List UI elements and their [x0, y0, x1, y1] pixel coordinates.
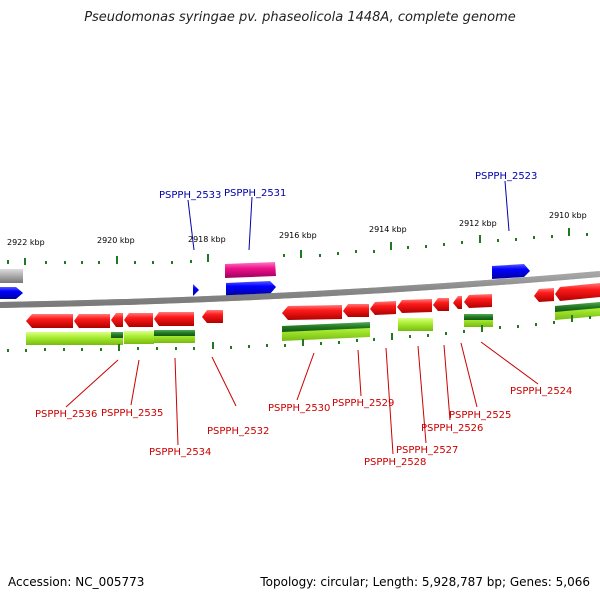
gene-label: PSPPH_2534: [149, 447, 211, 458]
gene-label: PSPPH_2526: [421, 423, 483, 434]
kbp-label: 2914 kbp: [369, 225, 407, 234]
gene-arrow-reverse: [397, 299, 432, 313]
misc-feature: [282, 322, 370, 332]
accession-text: Accession: NC_005773: [8, 575, 145, 589]
top-gene-labels[interactable]: PSPPH_2533 PSPPH_2531 PSPPH_2523: [159, 171, 537, 201]
misc-feature: [555, 302, 600, 312]
gene-feature-pseudo: [225, 262, 276, 278]
gene-arrow-reverse: [282, 305, 342, 320]
forward-features[interactable]: [0, 262, 530, 299]
gene-label: PSPPH_2523: [475, 171, 537, 182]
misc-feature: [154, 330, 195, 336]
misc-feature: [111, 332, 123, 338]
kbp-label: 2912 kbp: [459, 219, 497, 228]
genome-title: Pseudomonas syringae pv. phaseolicola 14…: [84, 10, 516, 25]
gene-arrow-reverse: [124, 313, 153, 327]
gene-label: PSPPH_2531: [224, 188, 286, 199]
lower-tick-track: [7, 315, 591, 352]
rna-feature: [124, 331, 154, 344]
gene-arrow-reverse: [433, 298, 449, 311]
gene-arrow-reverse: [464, 294, 492, 308]
bottom-gene-labels[interactable]: PSPPH_2536 PSPPH_2535 PSPPH_2534 PSPPH_2…: [35, 386, 572, 468]
kbp-tick-labels: 2922 kbp 2920 kbp 2918 kbp 2916 kbp 2914…: [7, 211, 587, 247]
gene-arrow-reverse: [202, 310, 223, 323]
gene-arrow-forward: [226, 281, 276, 296]
upper-tick-track: [7, 228, 588, 265]
bottom-leader-lines: [65, 341, 539, 455]
gene-label: PSPPH_2524: [510, 386, 572, 397]
gene-arrow-reverse: [74, 314, 110, 328]
top-leader-lines: [187, 180, 510, 251]
genome-summary-text: Topology: circular; Length: 5,928,787 bp…: [260, 575, 590, 589]
gene-label: PSPPH_2529: [332, 398, 394, 409]
gene-arrow-reverse: [453, 296, 462, 309]
kbp-label: 2916 kbp: [279, 231, 317, 240]
gene-arrow-forward: [193, 284, 199, 296]
gene-arrow-forward: [0, 287, 23, 299]
gene-label: PSPPH_2532: [207, 426, 269, 437]
kbp-label: 2920 kbp: [97, 236, 135, 245]
gene-label: PSPPH_2528: [364, 457, 426, 468]
misc-feature: [464, 314, 493, 320]
kbp-label: 2910 kbp: [549, 211, 587, 220]
gene-label: PSPPH_2525: [449, 410, 511, 421]
kbp-label: 2922 kbp: [7, 238, 45, 247]
gene-arrow-reverse: [26, 314, 73, 328]
gene-label: PSPPH_2535: [101, 408, 163, 419]
gene-label: PSPPH_2530: [268, 403, 330, 414]
gene-arrow-reverse: [343, 304, 369, 317]
kbp-label: 2918 kbp: [188, 235, 226, 244]
gene-label: PSPPH_2527: [396, 445, 458, 456]
rna-feature: [26, 332, 111, 345]
gene-arrow-forward: [492, 264, 530, 279]
rna-feature: [398, 318, 433, 331]
gene-arrow-reverse: [534, 288, 554, 302]
gene-feature-grey: [0, 269, 23, 283]
gene-arrow-reverse: [370, 301, 396, 315]
gene-label: PSPPH_2536: [35, 409, 97, 420]
gene-label: PSPPH_2533: [159, 190, 221, 201]
gene-arrow-reverse: [154, 312, 194, 326]
gene-arrow-reverse: [555, 283, 600, 301]
gene-arrow-reverse: [111, 313, 123, 327]
reverse-features[interactable]: [26, 283, 600, 345]
